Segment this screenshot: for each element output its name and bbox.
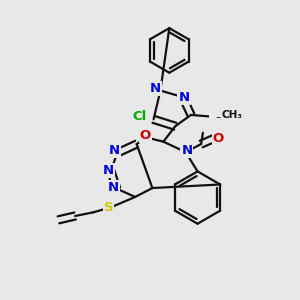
Bar [150,82,161,94]
Bar [109,145,120,157]
Bar [213,133,224,144]
Text: Cl: Cl [132,110,146,123]
Text: N: N [181,144,192,157]
Bar [103,165,114,176]
Text: N: N [108,181,119,194]
Text: N: N [103,164,114,177]
Text: –: – [210,112,221,122]
Text: N: N [178,91,189,103]
Bar [178,92,190,103]
Text: N: N [109,144,120,158]
Bar [103,202,114,213]
Text: O: O [140,129,151,142]
Bar [181,145,193,156]
Bar [107,182,119,193]
Text: O: O [213,132,224,145]
Bar [131,111,148,122]
Bar [140,130,151,141]
Text: N: N [150,82,161,95]
Text: S: S [103,201,113,214]
Text: CH₃: CH₃ [221,110,242,120]
